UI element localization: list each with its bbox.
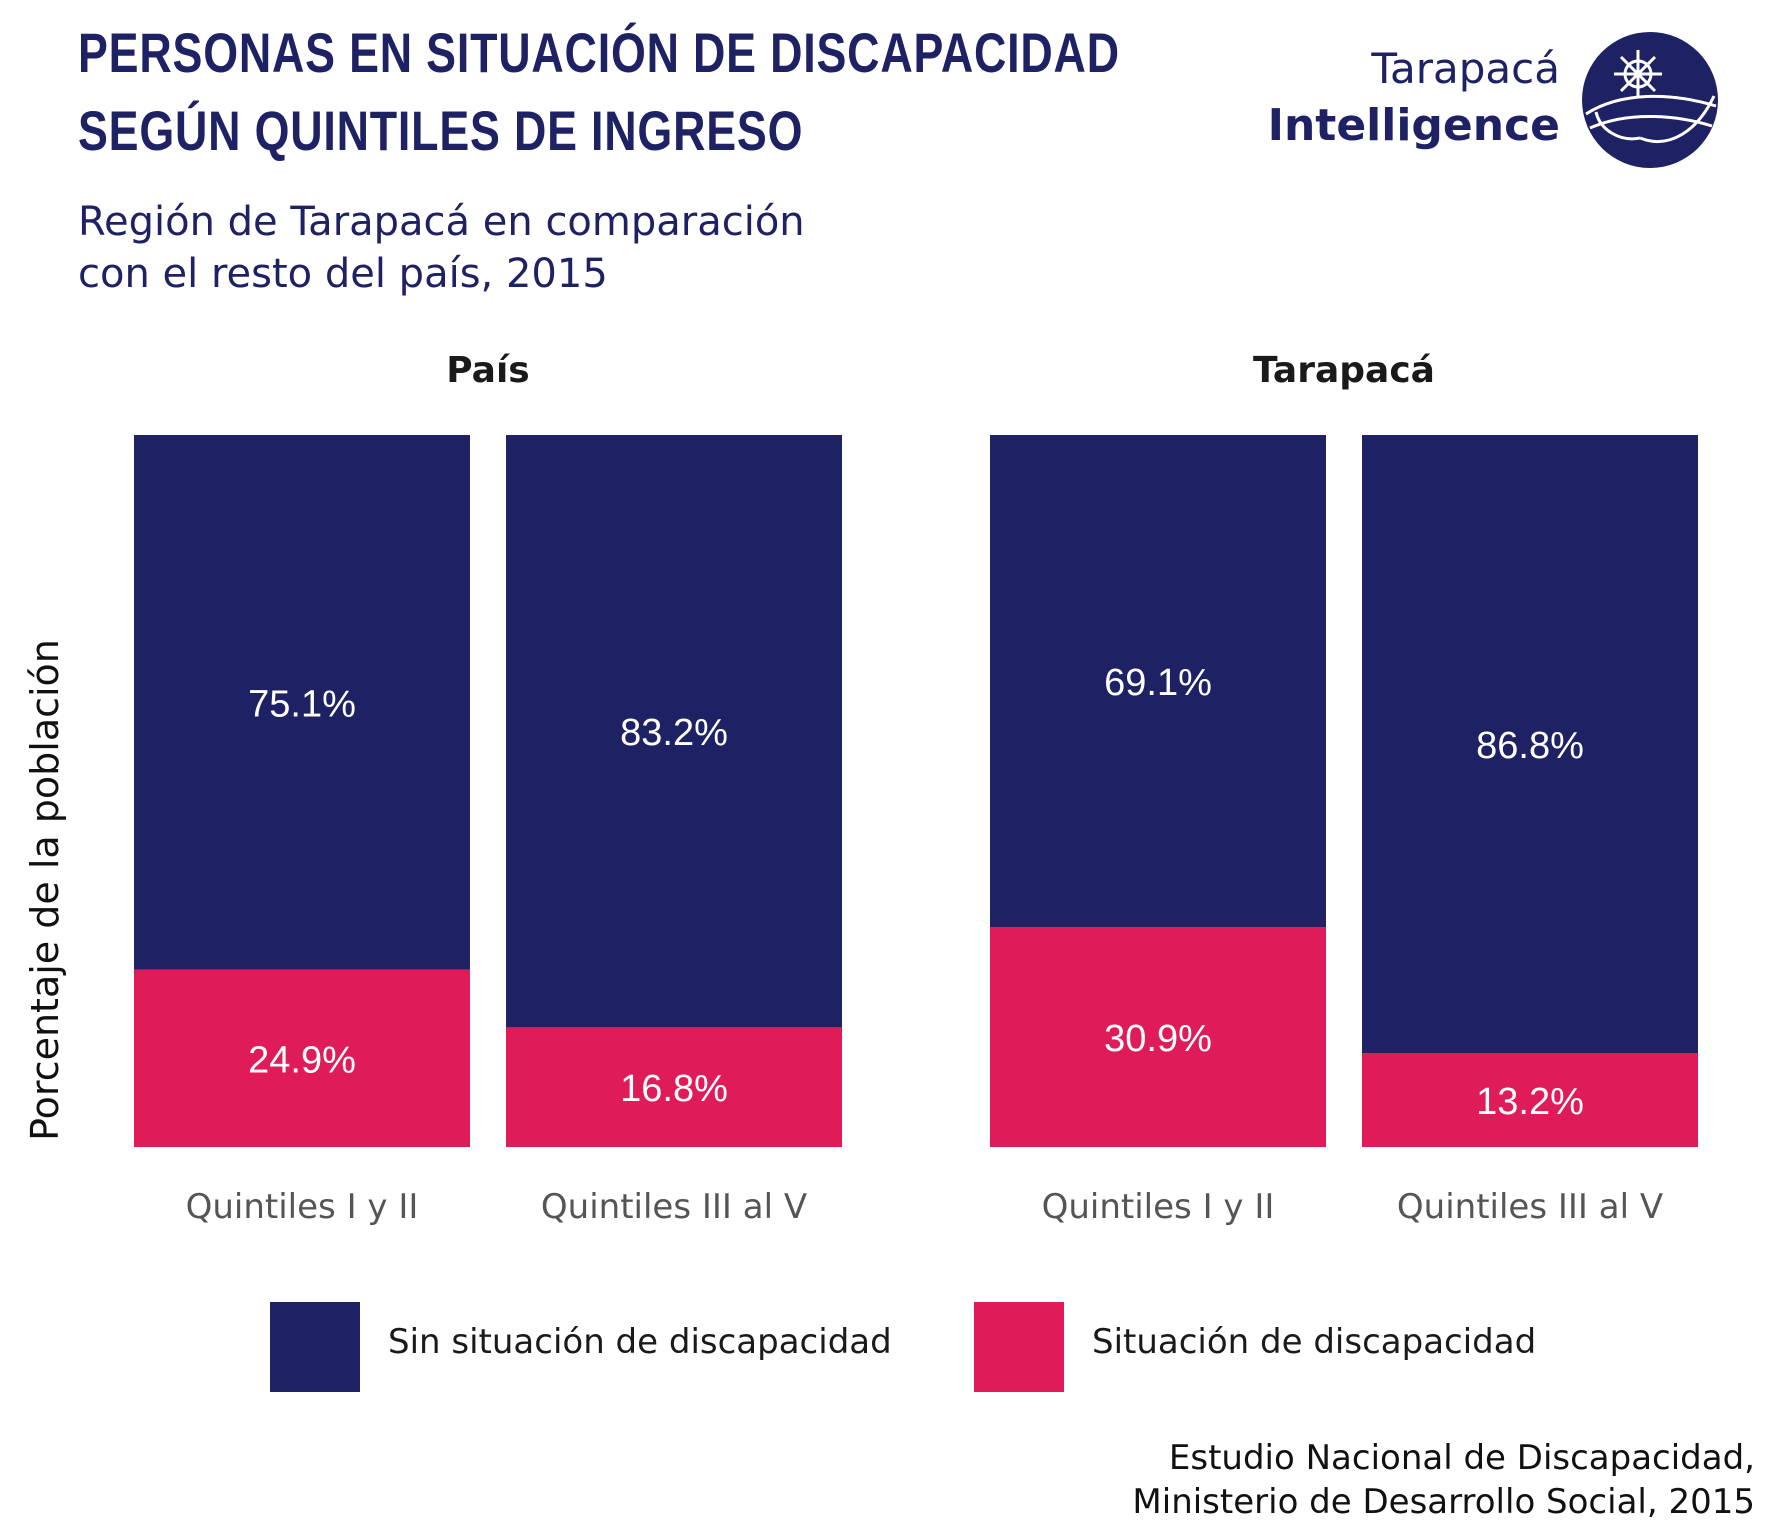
logo-text-line-2: Intelligence (1267, 100, 1560, 151)
bar-1-1-1 (1362, 1053, 1698, 1147)
chart-legend: Sin situación de discapacidad Situación … (0, 1302, 1771, 1392)
y-axis-label: Porcentaje de la población (23, 639, 67, 1141)
bar-0-1-0 (506, 435, 842, 1028)
chart-title-line-1: PERSONAS EN SITUACIÓN DE DISCAPACIDAD (78, 21, 1120, 84)
chart-subtitle-line-1: Región de Tarapacá en comparación (78, 199, 805, 245)
chart-subtitle: Región de Tarapacá en comparación con el… (78, 196, 805, 300)
data-label-0-0-1: 24.9% (248, 1039, 356, 1081)
data-label-0-1-1: 16.8% (620, 1068, 728, 1110)
bar-0-1-1 (506, 1027, 842, 1147)
x-tick-label-1-1: Quintiles III al V (1397, 1187, 1663, 1227)
stacked-bar-chart: Porcentaje de la población País 24.9% 75.1… (23, 350, 1698, 1227)
data-label-1-0-0: 69.1% (1104, 662, 1212, 704)
chart-title-line-2: SEGÚN QUINTILES DE INGRESO (78, 99, 804, 162)
bar-1-0-0 (990, 435, 1326, 927)
bar-1-1-0 (1362, 435, 1698, 1054)
data-label-1-1-1: 13.2% (1476, 1081, 1584, 1123)
chart-subtitle-line-2: con el resto del país, 2015 (78, 251, 608, 297)
data-label-1-1-0: 86.8% (1476, 725, 1584, 767)
panel-title-0: País (446, 350, 529, 391)
legend-swatch-pink (974, 1302, 1064, 1392)
legend-swatch-dark (270, 1302, 360, 1392)
panel-title-1: Tarapacá (1253, 350, 1435, 391)
globe-emblem-icon (1582, 32, 1718, 168)
logo-text-line-1: Tarapacá (1371, 44, 1560, 93)
source-line-1: Estudio Nacional de Discapacidad, (1168, 1438, 1755, 1478)
source-line-2: Ministerio de Desarrollo Social, 2015 (1132, 1482, 1755, 1522)
legend-label-sin-discapacidad: Sin situación de discapacidad (388, 1322, 892, 1362)
data-label-0-0-0: 75.1% (248, 683, 356, 725)
legend-label-discapacidad: Situación de discapacidad (1092, 1322, 1537, 1362)
data-label-0-1-0: 83.2% (620, 712, 728, 754)
chart-title: PERSONAS EN SITUACIÓN DE DISCAPACIDAD SE… (78, 14, 1120, 170)
tarapaca-intelligence-logo: Tarapacá Intelligence (1267, 30, 1720, 170)
bar-0-0-0 (134, 435, 470, 970)
data-label-1-0-1: 30.9% (1104, 1018, 1212, 1060)
bar-0-0-1 (134, 969, 470, 1147)
source-note: Estudio Nacional de Discapacidad, Minist… (1132, 1436, 1755, 1524)
x-tick-label-1-0: Quintiles I y II (1042, 1187, 1275, 1227)
x-tick-label-0-0: Quintiles I y II (186, 1187, 419, 1227)
bar-1-0-1 (990, 926, 1326, 1147)
x-tick-label-0-1: Quintiles III al V (541, 1187, 807, 1227)
